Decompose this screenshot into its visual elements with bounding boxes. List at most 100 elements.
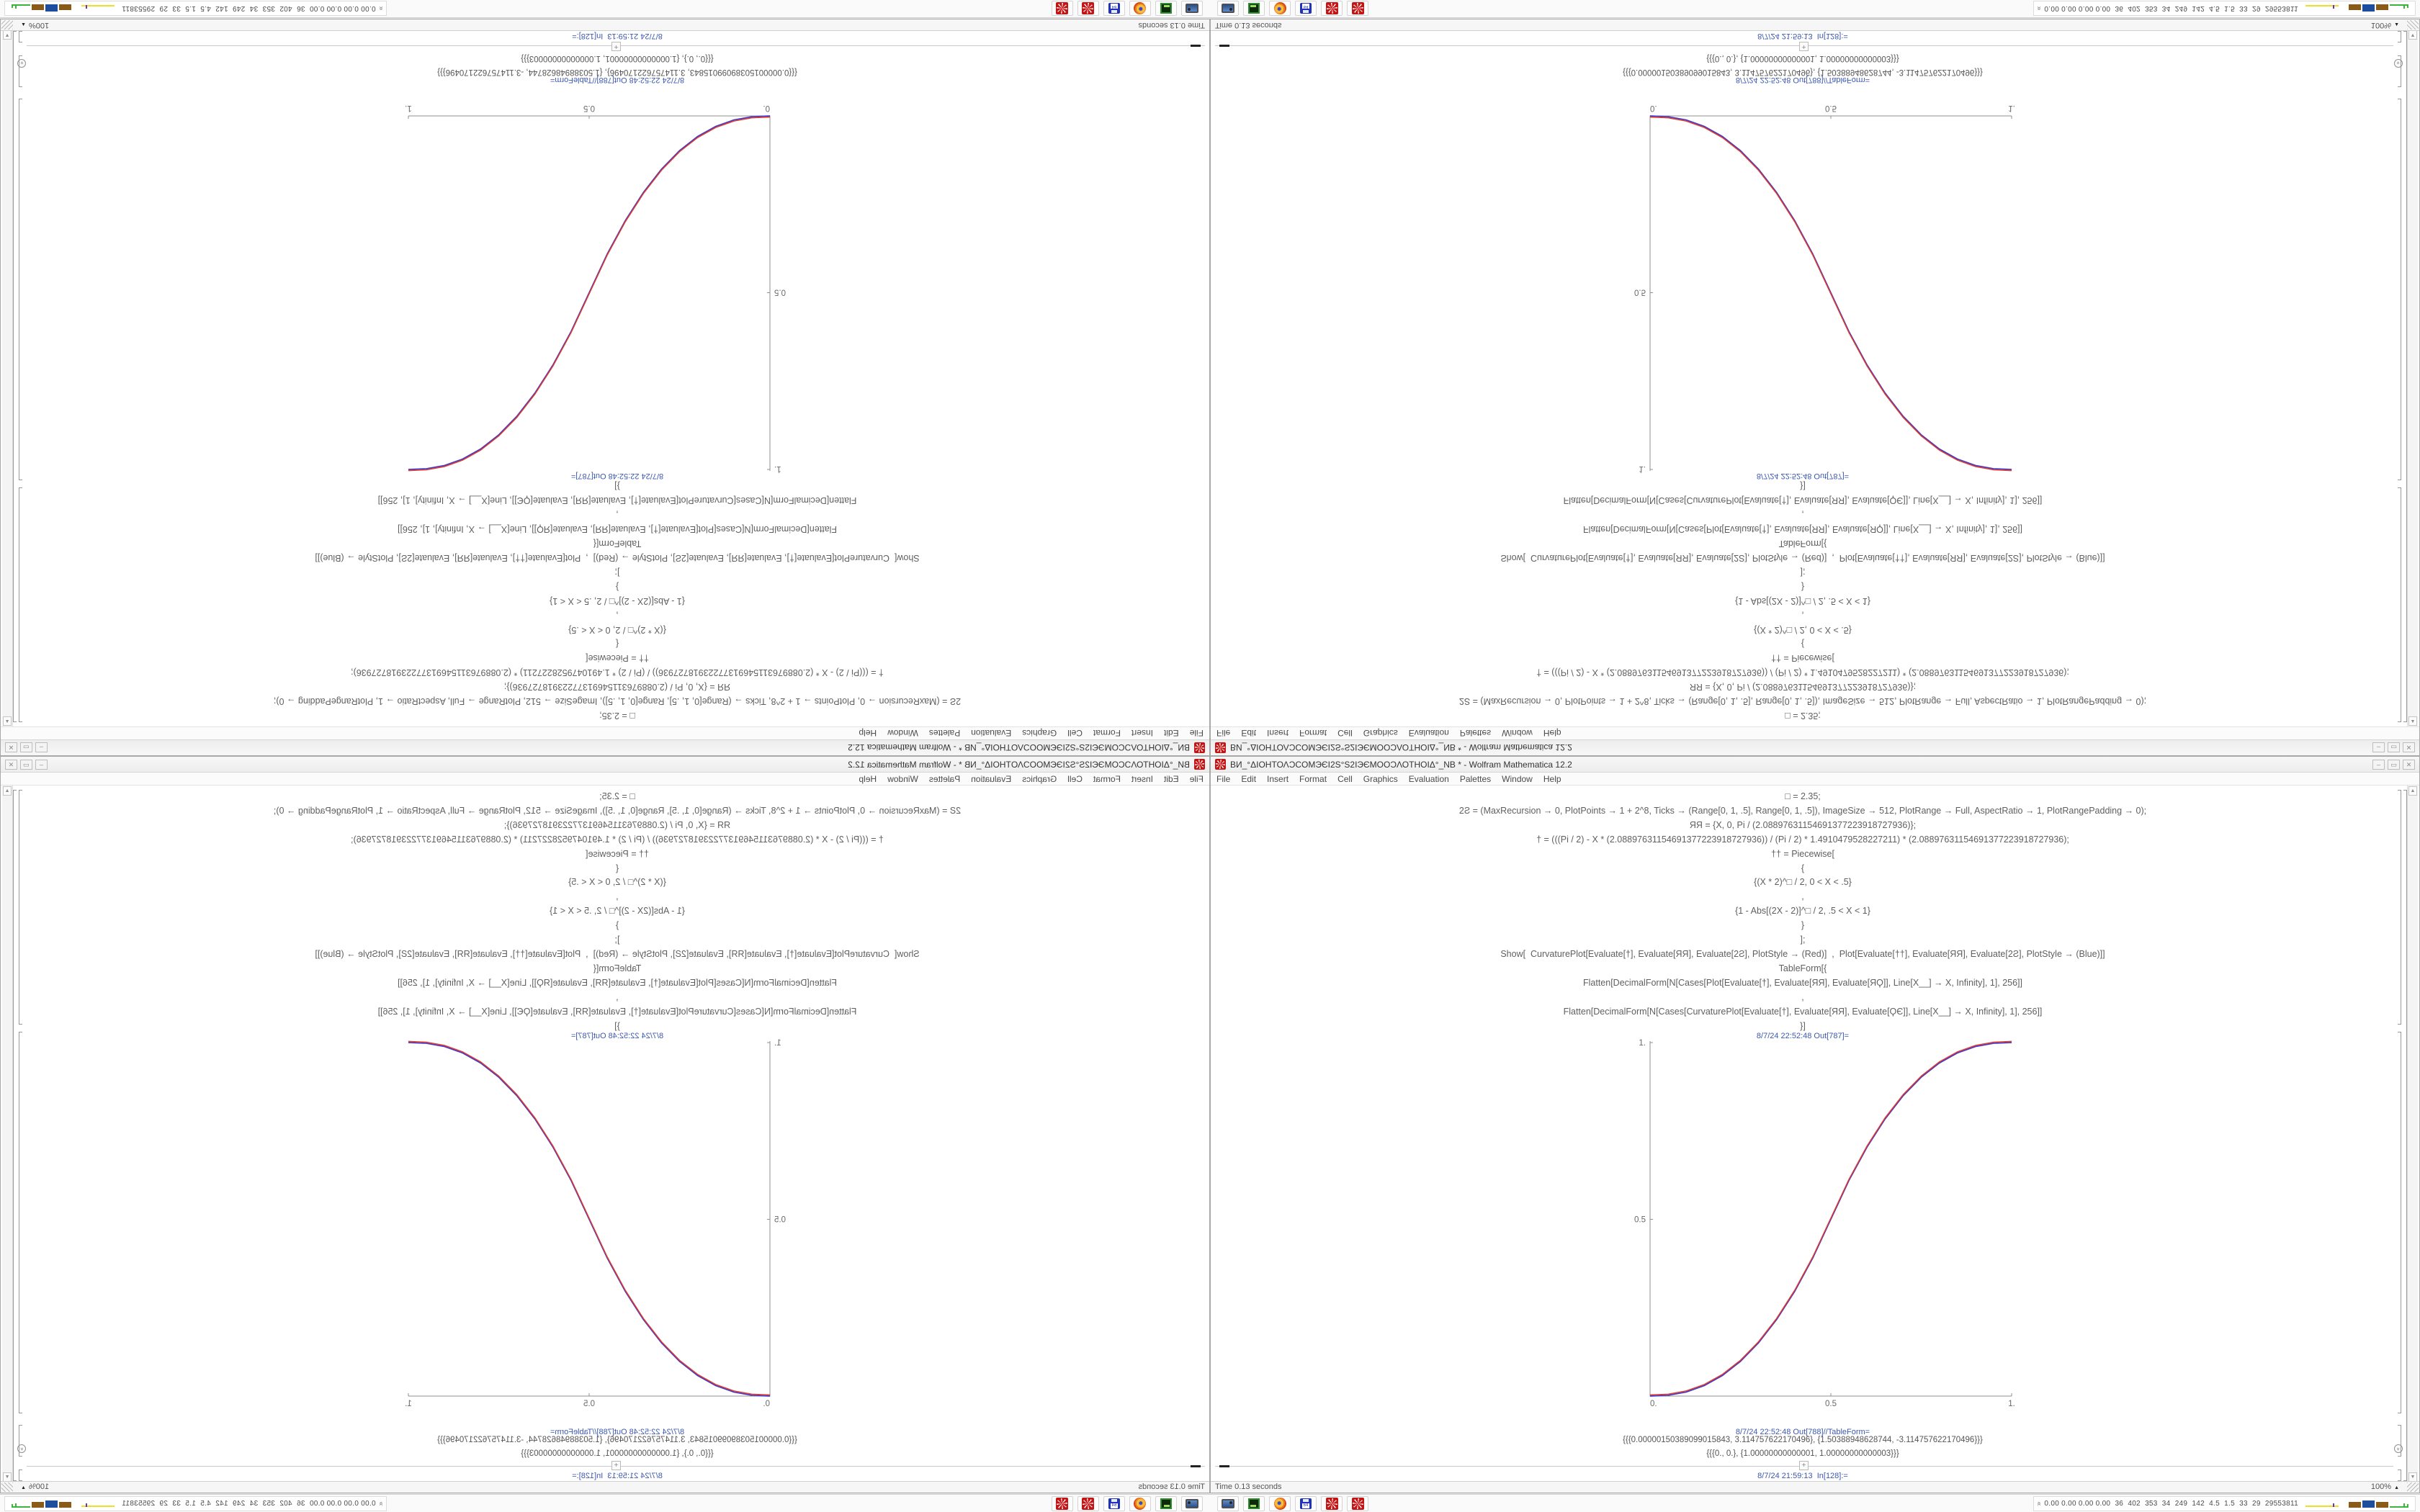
menu-evaluation[interactable]: Evaluation	[971, 728, 1012, 739]
resize-grip[interactable]	[2407, 20, 2419, 30]
menu-help[interactable]: Help	[1543, 728, 1561, 739]
taskbar-item-mathematica-1[interactable]	[1321, 1496, 1343, 1511]
window-titlebar[interactable]: ВИ_°ΔΙΟΗΤΟΛƆCOМЭЄІ2Ѕ°Ѕ2ІЭЄМООƆΛΟΤΗΟΙΔ°_N…	[1, 757, 1209, 773]
input-cell[interactable]: □ = 2.35; 2Ƨ = (MaxRecursion → 0, PlotPoi…	[1211, 479, 2395, 722]
input-code-line[interactable]: {(X * 2)^□ / 2, 0 < X < .5}	[1754, 877, 1852, 888]
input-code-line[interactable]: {(X * 2)^□ / 2, 0 < X < .5}	[1754, 624, 1852, 635]
input-code-line[interactable]: {1 - Abs[(2X - 2)]^□ / 2, .5 < X < 1}	[1735, 906, 1870, 917]
input-code-line[interactable]: Show[ CurvaturePlot[Evaluate[†], Evaluat…	[315, 948, 920, 959]
cell-insertion-bar[interactable]: +	[27, 1461, 1205, 1470]
input-code-line[interactable]: Show[ CurvaturePlot[Evaluate[†], Evaluat…	[315, 553, 920, 564]
cell-bracket-input[interactable]	[2398, 487, 2401, 722]
cell-bracket-output-plot[interactable]	[2398, 99, 2401, 480]
taskbar-item-mathematica-2[interactable]	[1347, 1, 1368, 16]
input-code-line[interactable]: Flatten[DecimalForm[N[Cases[CurvaturePlo…	[377, 495, 857, 506]
input-code-line[interactable]: † = (((Pi / 2) - X * (2.0889763115469137…	[351, 834, 884, 845]
menu-graphics[interactable]: Graphics	[1363, 773, 1398, 784]
taskbar-item-terminal[interactable]	[1155, 1, 1177, 16]
menu-format[interactable]: Format	[1299, 728, 1327, 739]
magnification-control[interactable]: 100%▲	[2371, 1482, 2399, 1491]
menu-help[interactable]: Help	[1543, 773, 1561, 784]
input-code-line[interactable]: ];	[1800, 567, 1806, 577]
menu-format[interactable]: Format	[1093, 728, 1121, 739]
system-tray[interactable]: « 0.00 0.00 0.00 0.00 36 402 353 34 249 …	[4, 1496, 387, 1511]
taskbar-item-floppy-64[interactable]	[1103, 1496, 1125, 1511]
cell-bracket-input[interactable]	[2398, 790, 2401, 1025]
magnification-control[interactable]: 100%▲	[21, 21, 49, 30]
taskbar-item-floppy-64[interactable]	[1103, 1, 1125, 16]
menu-window[interactable]: Window	[1502, 728, 1533, 739]
vertical-scrollbar[interactable]: ▲ ▼	[2407, 786, 2418, 1482]
menu-file[interactable]: File	[1189, 728, 1204, 739]
menu-format[interactable]: Format	[1093, 773, 1121, 784]
taskbar-item-screenshot-tool[interactable]	[1181, 1, 1203, 16]
menu-graphics[interactable]: Graphics	[1022, 773, 1057, 784]
menu-evaluation[interactable]: Evaluation	[971, 773, 1012, 784]
input-cell[interactable]: □ = 2.35; 2Ƨ = (MaxRecursion → 0, PlotPoi…	[25, 479, 1209, 722]
menu-palettes[interactable]: Palettes	[1459, 728, 1492, 739]
cell-insert-plus-icon[interactable]: +	[611, 1461, 621, 1470]
menu-file[interactable]: File	[1216, 728, 1231, 739]
maximize-button[interactable]: ▭	[20, 742, 32, 753]
taskbar-item-screenshot-tool[interactable]	[1217, 1, 1239, 16]
taskbar-item-terminal[interactable]	[1243, 1496, 1265, 1511]
input-code-line[interactable]: }]	[1800, 1020, 1806, 1031]
cell-group-chevron-icon[interactable]: »	[17, 1444, 26, 1453]
close-button[interactable]: ✕	[5, 759, 17, 770]
taskbar-item-mathematica-1[interactable]	[1321, 1, 1343, 16]
taskbar-item-floppy-64[interactable]	[1295, 1, 1317, 16]
system-tray[interactable]: « 0.00 0.00 0.00 0.00 36 402 353 34 249 …	[2033, 1, 2416, 16]
input-code-line[interactable]: {1 - Abs[(2X - 2)]^□ / 2, .5 < X < 1}	[1735, 595, 1870, 606]
cell-insert-plus-icon[interactable]: +	[1799, 42, 1809, 51]
input-code-line[interactable]: 2Ƨ = (MaxRecursion → 0, PlotPoints → 1 +…	[273, 696, 962, 707]
input-code-line[interactable]: Flatten[DecimalForm[N[Cases[CurvaturePlo…	[1563, 1006, 2043, 1017]
input-code-line[interactable]: 2Ƨ = (MaxRecursion → 0, PlotPoints → 1 +…	[1458, 696, 2147, 707]
scroll-down-icon[interactable]: ▼	[2408, 1472, 2417, 1482]
menu-evaluation[interactable]: Evaluation	[1408, 773, 1449, 784]
input-code-line[interactable]: ,	[1801, 991, 1804, 1002]
menu-cell[interactable]: Cell	[1337, 728, 1353, 739]
cell-bracket-output-table[interactable]	[2398, 1425, 2401, 1457]
input-code-line[interactable]: Show[ CurvaturePlot[Evaluate[†], Evaluat…	[1500, 948, 2105, 959]
taskbar-item-screenshot-tool[interactable]	[1181, 1496, 1203, 1511]
cell-group-bracket[interactable]	[13, 31, 17, 722]
input-cell[interactable]: □ = 2.35; 2Ƨ = (MaxRecursion → 0, PlotPoi…	[1211, 790, 2395, 1033]
input-code-line[interactable]: {1 - Abs[(2X - 2)]^□ / 2, .5 < X < 1}	[550, 595, 685, 606]
menu-edit[interactable]: Edit	[1241, 728, 1257, 739]
input-code-line[interactable]: {	[615, 639, 619, 649]
menu-insert[interactable]: Insert	[1267, 728, 1289, 739]
input-code-line[interactable]: {	[1801, 639, 1805, 649]
input-code-line[interactable]: □ = 2.35;	[599, 711, 635, 721]
vertical-scrollbar[interactable]: ▲ ▼	[2407, 30, 2418, 726]
input-code-line[interactable]: ,	[616, 610, 619, 621]
cell-bracket-output-plot[interactable]	[19, 99, 22, 480]
input-cell[interactable]: □ = 2.35; 2Ƨ = (MaxRecursion → 0, PlotPoi…	[25, 790, 1209, 1033]
input-code-line[interactable]: □ = 2.35;	[1785, 711, 1821, 721]
input-code-line[interactable]: ];	[1800, 935, 1806, 945]
cell-bracket-input[interactable]	[19, 790, 22, 1025]
input-code-line[interactable]: Flatten[DecimalForm[N[Cases[CurvaturePlo…	[377, 1006, 857, 1017]
menu-graphics[interactable]: Graphics	[1022, 728, 1057, 739]
cell-insertion-bar[interactable]: +	[27, 42, 1205, 51]
cell-group-chevron-icon[interactable]: »	[17, 59, 26, 68]
menu-edit[interactable]: Edit	[1163, 728, 1179, 739]
taskbar-item-firefox[interactable]	[1129, 1496, 1151, 1511]
cell-bracket-output-plot[interactable]	[2398, 1032, 2401, 1413]
taskbar-item-firefox[interactable]	[1269, 1, 1291, 16]
taskbar-item-mathematica-2[interactable]	[1052, 1496, 1073, 1511]
taskbar-item-terminal[interactable]	[1243, 1, 1265, 16]
input-code-line[interactable]: ЯЯ = {X, 0, Pi / (2.08897631154691377223…	[503, 819, 731, 830]
window-titlebar[interactable]: ВИ_°ΔΙΟΗΤΟΛƆCOМЭЄІ2Ѕ°Ѕ2ІЭЄМООƆΛΟΤΗΟΙΔ°_N…	[1211, 739, 2419, 755]
input-code-line[interactable]: ];	[614, 935, 620, 945]
menu-palettes[interactable]: Palettes	[928, 728, 961, 739]
menu-edit[interactable]: Edit	[1163, 773, 1179, 784]
resize-grip[interactable]	[2407, 1482, 2419, 1492]
cell-bracket-output-plot[interactable]	[19, 1032, 22, 1413]
cell-bracket-next-in[interactable]	[19, 31, 22, 42]
input-code-line[interactable]: Flatten[DecimalForm[N[Cases[Plot[Evaluat…	[1583, 524, 2022, 535]
cell-group-chevron-icon[interactable]: »	[2394, 1444, 2403, 1453]
input-code-line[interactable]: †† = Piecewise[	[1771, 848, 1834, 859]
minimize-button[interactable]: –	[2372, 742, 2385, 753]
tray-collapse-chevron-icon[interactable]: «	[2035, 1501, 2043, 1506]
input-code-line[interactable]: ,	[616, 510, 619, 521]
